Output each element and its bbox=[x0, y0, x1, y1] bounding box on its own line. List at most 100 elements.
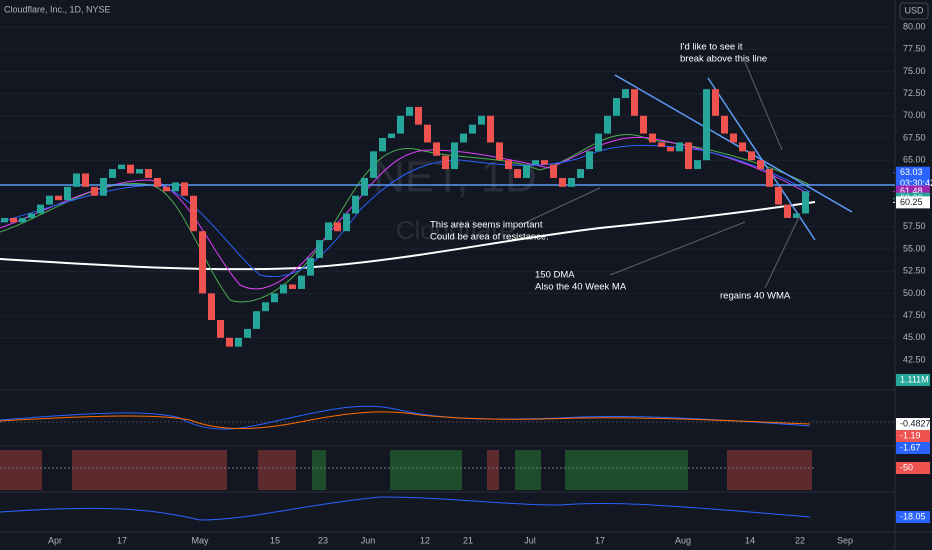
y-tick-label: 80.00 bbox=[903, 21, 926, 31]
x-tick-label: 15 bbox=[270, 535, 280, 545]
candle bbox=[271, 293, 278, 303]
macd-label-bg bbox=[896, 442, 930, 454]
candle bbox=[766, 169, 773, 187]
volume-label-bg bbox=[896, 374, 930, 386]
ema-fast bbox=[0, 134, 811, 303]
macd-label: -0.4827 bbox=[900, 418, 931, 428]
candle bbox=[28, 213, 35, 218]
osc-band bbox=[727, 450, 812, 490]
candle bbox=[145, 169, 152, 178]
candle bbox=[379, 138, 386, 152]
candle bbox=[37, 204, 44, 214]
y-tick-label: 42.50 bbox=[903, 354, 926, 364]
macd-label: -1.19 bbox=[900, 430, 921, 440]
y-tick-label: 50.00 bbox=[903, 288, 926, 298]
candle bbox=[442, 155, 449, 170]
currency: USD bbox=[904, 5, 924, 15]
candle bbox=[289, 284, 296, 289]
currency-box bbox=[899, 2, 929, 20]
osc-label-bg bbox=[896, 462, 930, 474]
candle bbox=[730, 133, 737, 143]
candle bbox=[451, 142, 458, 170]
candle bbox=[595, 133, 602, 152]
x-tick-label: 23 bbox=[318, 535, 328, 545]
candle bbox=[316, 240, 323, 258]
y-tick-label: 55.00 bbox=[903, 243, 926, 253]
trend-line bbox=[707, 77, 816, 241]
annotation-line: I'd like to see it bbox=[680, 42, 743, 53]
candle bbox=[793, 213, 800, 218]
x-tick-label: Jul bbox=[524, 535, 536, 545]
candle bbox=[199, 231, 206, 294]
price-label: 63.03 bbox=[900, 167, 923, 177]
y-tick-label: 77.50 bbox=[903, 44, 926, 54]
candle bbox=[208, 293, 215, 321]
candle bbox=[613, 98, 620, 116]
x-tick-label: 22 bbox=[795, 535, 805, 545]
watermark-name: Cloudflare bbox=[396, 215, 515, 245]
candle bbox=[694, 160, 701, 170]
price-label: 61.48 bbox=[900, 186, 923, 196]
candle bbox=[307, 257, 314, 276]
candle bbox=[802, 191, 809, 214]
macd-label: -1.67 bbox=[900, 442, 921, 452]
candle bbox=[577, 169, 584, 178]
candle bbox=[244, 328, 251, 338]
candle bbox=[352, 195, 359, 214]
candle bbox=[190, 195, 197, 232]
x-tick-label: 17 bbox=[595, 535, 605, 545]
y-tick-label: 52.50 bbox=[903, 266, 926, 276]
candle bbox=[433, 142, 440, 156]
candle bbox=[370, 151, 377, 178]
indicator-label-bg bbox=[896, 511, 930, 523]
candle bbox=[172, 182, 179, 192]
osc-band bbox=[312, 450, 326, 490]
candle bbox=[343, 213, 350, 232]
candle bbox=[82, 173, 89, 187]
x-tick-label: Sep bbox=[837, 535, 853, 545]
candle bbox=[361, 177, 368, 196]
candle bbox=[109, 169, 116, 178]
osc-label: -50 bbox=[900, 462, 913, 472]
annotation-line: break above this line bbox=[680, 54, 767, 65]
y-tick-label: 70.00 bbox=[903, 110, 926, 120]
candle bbox=[775, 186, 782, 205]
candle bbox=[487, 115, 494, 143]
candle bbox=[19, 217, 26, 223]
x-tick-label: May bbox=[191, 535, 209, 545]
candle bbox=[748, 151, 755, 161]
candle bbox=[46, 195, 53, 205]
candle bbox=[262, 302, 269, 312]
candle bbox=[496, 142, 503, 161]
candle bbox=[676, 142, 683, 152]
candle bbox=[415, 106, 422, 125]
annotation: regains 40 WMA bbox=[720, 214, 801, 302]
annotation: 150 DMA Also the 40 Week MA bbox=[535, 221, 746, 293]
candle bbox=[469, 124, 476, 134]
connector bbox=[519, 187, 601, 226]
price-label: 60.25 bbox=[900, 197, 923, 207]
osc-band bbox=[390, 450, 462, 490]
signal-line bbox=[0, 411, 811, 429]
y-tick-label: 72.50 bbox=[903, 88, 926, 98]
x-tick-label: Apr bbox=[48, 535, 62, 545]
osc-band bbox=[487, 450, 499, 490]
y-tick-label: 57.50 bbox=[903, 221, 926, 231]
candle bbox=[631, 89, 638, 116]
candle bbox=[226, 337, 233, 347]
x-tick-label: Jun bbox=[361, 535, 376, 545]
y-tick-label: 67.50 bbox=[903, 132, 926, 142]
candle bbox=[64, 186, 71, 201]
candle bbox=[559, 177, 566, 187]
annotation-line: Could be area of resistance. bbox=[430, 232, 549, 243]
y-tick-label: 47.50 bbox=[903, 310, 926, 320]
osc-band bbox=[565, 450, 688, 490]
candle bbox=[460, 133, 467, 143]
candle bbox=[586, 151, 593, 170]
candle bbox=[739, 142, 746, 152]
candle bbox=[622, 89, 629, 99]
annotation-line: regains 40 WMA bbox=[720, 291, 791, 302]
candle bbox=[127, 164, 134, 174]
annotation: This area seems important Could be area … bbox=[430, 187, 601, 243]
